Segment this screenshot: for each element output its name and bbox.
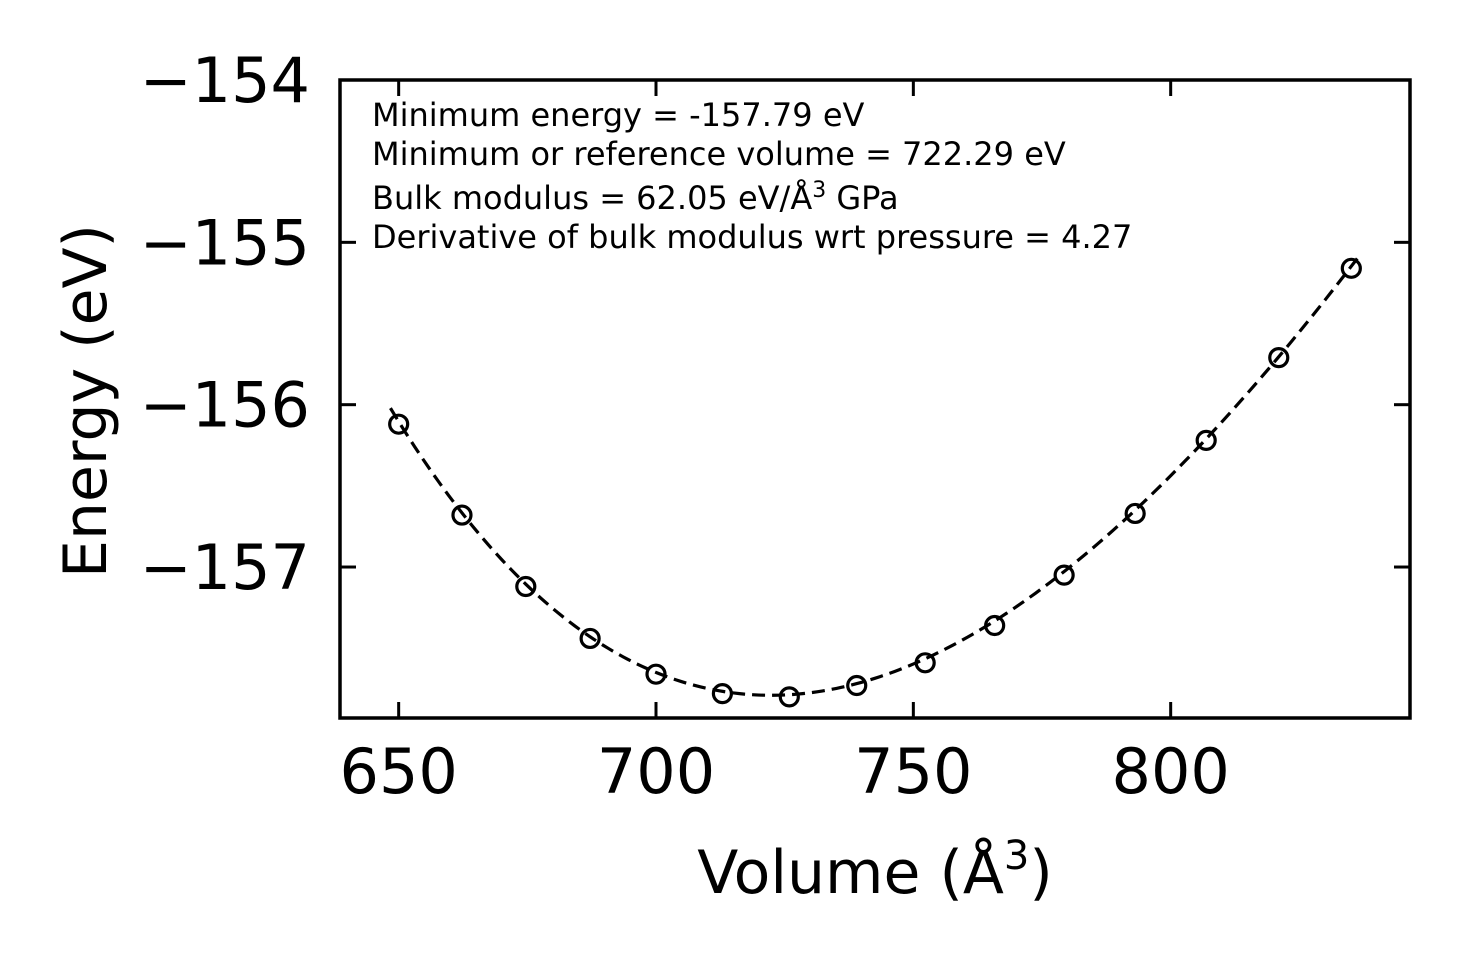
y-axis-title: Energy (eV) — [51, 224, 121, 578]
data-point — [778, 686, 800, 708]
plot-frame — [338, 78, 1412, 720]
data-point — [1124, 502, 1146, 525]
data-points — [388, 257, 1362, 708]
data-point — [914, 652, 936, 674]
data-point — [1195, 429, 1217, 451]
y-tick-label: −154 — [140, 44, 310, 117]
data-point — [1053, 564, 1075, 586]
y-tick-labels: −157 −156 −155 −154 — [140, 44, 310, 604]
data-point — [1268, 347, 1290, 369]
data-point — [515, 575, 537, 598]
annotation-min-energy: Minimum energy = -157.79 eV — [372, 96, 865, 134]
data-point — [984, 614, 1006, 637]
annotation-bulk-modulus-derivative: Derivative of bulk modulus wrt pressure … — [372, 218, 1132, 256]
y-tick-label: −155 — [140, 206, 310, 279]
y-tick-label: −156 — [140, 369, 310, 442]
data-point — [846, 674, 868, 697]
data-point — [1340, 257, 1362, 279]
x-tick-label: 700 — [597, 735, 715, 808]
y-tick-label: −157 — [140, 531, 310, 604]
x-tick-label: 650 — [340, 735, 458, 808]
data-point — [645, 663, 667, 685]
x-tick-label: 800 — [1112, 735, 1230, 808]
data-point — [451, 504, 473, 526]
x-axis-title: Volume (Å3) — [697, 833, 1053, 908]
annotation-min-volume: Minimum or reference volume = 722.29 eV — [372, 135, 1066, 173]
x-tick-labels: 650 700 750 800 — [340, 735, 1230, 808]
x-tick-label: 750 — [854, 735, 972, 808]
data-point — [711, 683, 734, 705]
data-point — [579, 627, 601, 650]
data-point — [388, 413, 410, 435]
annotation-bulk-modulus: Bulk modulus = 62.05 eV/Å3 GPa — [372, 178, 899, 217]
